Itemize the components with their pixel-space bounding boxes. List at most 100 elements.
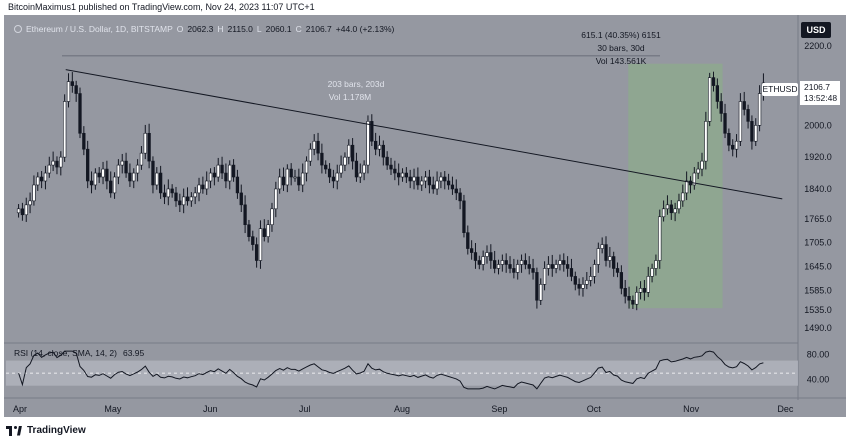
candle-body — [208, 172, 213, 182]
candle-body — [642, 288, 647, 293]
trendline — [65, 69, 783, 200]
candle-body — [400, 172, 405, 178]
candle-body — [443, 176, 447, 182]
rsi-title[interactable]: RSI (14, close, SMA, 14, 2) — [14, 348, 117, 358]
publisher-line: BitcoinMaximus1 published on TradingView… — [0, 0, 850, 15]
candle-body — [63, 101, 67, 158]
candle-body — [627, 295, 631, 301]
candle-body — [477, 260, 481, 265]
candle-body — [47, 164, 51, 174]
tradingview-logo-icon — [6, 425, 22, 436]
range-annotation-bars: 30 bars, 30d — [597, 43, 645, 53]
candle-body — [585, 280, 589, 285]
candle-body — [508, 264, 512, 269]
candle-body — [377, 144, 382, 150]
candle-body — [366, 121, 370, 166]
symbol-badge: ETHUSD — [762, 83, 798, 96]
candle-body — [301, 172, 305, 186]
legend-symbol[interactable]: Ethereum / U.S. Dollar, 1D, BITSTAMP — [26, 24, 173, 34]
candle-body — [481, 256, 485, 265]
footer: TradingView — [0, 420, 850, 442]
candle-body — [416, 176, 420, 186]
candle-body — [324, 164, 328, 170]
candle-body — [727, 132, 731, 146]
currency-badge[interactable]: USD — [801, 22, 831, 38]
candle-body — [316, 140, 320, 154]
candle-body — [28, 200, 32, 206]
candle-body — [454, 188, 458, 194]
candle-body — [754, 125, 758, 142]
candle-body — [516, 264, 520, 273]
candle-body — [711, 77, 716, 86]
candle-body — [581, 284, 585, 289]
candle-body — [458, 192, 462, 202]
candle-body — [224, 172, 228, 182]
candle-body — [185, 196, 190, 202]
candle-body — [373, 140, 378, 150]
trend-annotation-bars: 203 bars, 203d — [327, 79, 385, 89]
candle-body — [143, 132, 147, 154]
candle-body — [55, 160, 59, 168]
candle-body — [335, 172, 339, 182]
candle-body — [546, 264, 551, 269]
candle-body — [32, 184, 36, 202]
candle-body — [339, 164, 343, 174]
candle-body — [285, 168, 289, 186]
candle-body — [661, 208, 666, 218]
candle-body — [308, 148, 313, 162]
candle-body — [24, 204, 28, 216]
range-annotation-vol: Vol 143.561K — [595, 56, 647, 66]
candle-body — [101, 168, 105, 178]
candle-body — [750, 121, 754, 142]
candle-body — [646, 276, 650, 293]
candle-body — [723, 113, 727, 134]
candle-body — [558, 260, 562, 265]
candle-body — [158, 172, 163, 194]
candle-body — [166, 188, 170, 198]
candle-body — [500, 260, 504, 265]
candle-body — [147, 132, 151, 162]
candle-body — [431, 184, 435, 190]
candle-body — [97, 172, 101, 178]
x-tick-label: Oct — [587, 404, 602, 414]
candle-body — [562, 260, 566, 265]
candle-body — [496, 264, 501, 269]
countdown: 13:52:48 — [804, 93, 838, 103]
range-annotation-change: 615.1 (40.35%) 6151 — [581, 30, 661, 40]
candle-body — [493, 260, 497, 269]
rsi-line — [18, 350, 764, 390]
candle-body — [66, 81, 71, 102]
tradingview-brand: TradingView — [27, 425, 86, 436]
candle-body — [604, 244, 608, 261]
candle-body — [450, 184, 455, 190]
candle-body — [462, 200, 466, 233]
candle-body — [239, 192, 243, 206]
candle-body — [120, 160, 124, 166]
candle-body — [719, 101, 723, 114]
rsi-tick-label: 40.00 — [807, 374, 830, 384]
candle-body — [254, 244, 259, 261]
candle-body — [673, 208, 677, 214]
candle-body — [589, 276, 593, 281]
x-tick-label: Jun — [203, 404, 218, 414]
candle-body — [93, 172, 98, 186]
y-tick-label: 1920.0 — [804, 152, 832, 162]
tradingview-logo[interactable]: TradingView — [6, 425, 86, 436]
candle-body — [354, 160, 359, 178]
candle-body — [523, 260, 528, 265]
candle-body — [489, 252, 493, 261]
legend-c-label: C — [295, 24, 302, 34]
legend-low: 2060.1 — [265, 24, 292, 34]
candle-body — [700, 160, 704, 170]
candle-body — [512, 268, 516, 273]
legend-high: 2115.0 — [227, 24, 253, 34]
candle-body — [343, 156, 347, 166]
candle-body — [39, 176, 44, 182]
candle-body — [473, 252, 478, 261]
candle-body — [746, 109, 750, 122]
y-tick-label: 1705.0 — [804, 238, 832, 248]
candle-body — [304, 160, 309, 174]
y-tick-label: 1585.0 — [804, 285, 832, 295]
x-tick-label: Nov — [683, 404, 700, 414]
